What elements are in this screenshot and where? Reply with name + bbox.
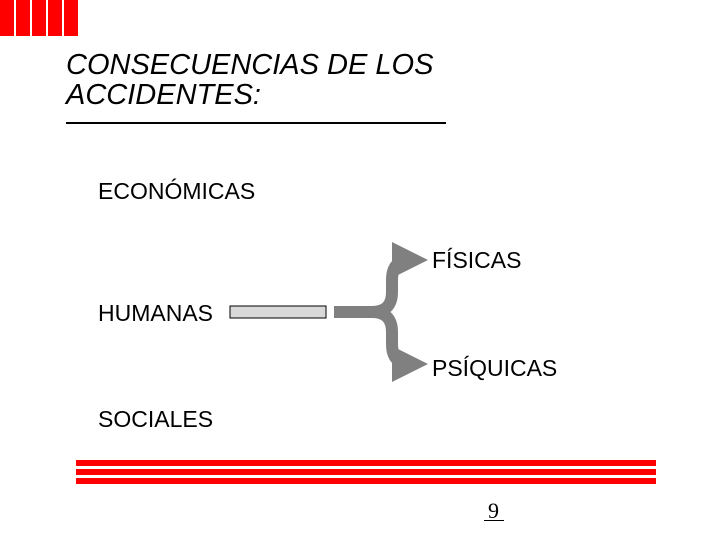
footer-divider (76, 460, 656, 484)
connector-branch-top (334, 260, 410, 312)
branch-connector (0, 0, 720, 540)
connector-stem (230, 306, 326, 318)
footer-bar (76, 478, 656, 484)
page-number-underline (484, 520, 504, 521)
connector-branch-bottom (334, 312, 410, 364)
